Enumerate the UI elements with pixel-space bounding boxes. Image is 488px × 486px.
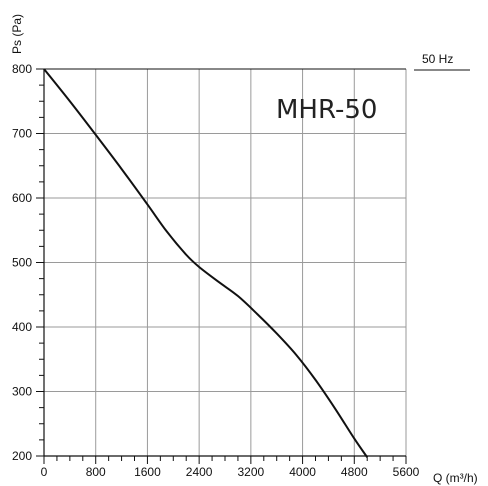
y-tick-label: 300 xyxy=(12,385,32,399)
axes xyxy=(43,68,406,457)
minor-ticks xyxy=(36,68,407,464)
x-tick-label: 3200 xyxy=(238,465,265,479)
y-tick-label: 400 xyxy=(12,320,32,334)
x-tick-label: 1600 xyxy=(134,465,161,479)
x-tick-label: 0 xyxy=(41,465,48,479)
series-line xyxy=(43,68,369,458)
y-tick-label: 600 xyxy=(12,191,32,205)
y-axis-title: Ps (Pa) xyxy=(10,14,24,54)
x-tick-label: 4000 xyxy=(289,465,316,479)
x-axis-title: Q (m³/h) xyxy=(433,471,478,485)
model-label: MHR-50 xyxy=(276,95,377,125)
y-tick-label: 200 xyxy=(12,449,32,463)
x-tick-label: 4800 xyxy=(341,465,368,479)
grid-lines xyxy=(44,69,407,457)
frequency-label: 50 Hz xyxy=(422,52,453,66)
x-tick-label: 2400 xyxy=(186,465,213,479)
x-tick-label: 800 xyxy=(86,465,106,479)
y-tick-labels: 200 300 400 500 600 700 800 xyxy=(12,62,32,463)
x-tick-label: 5600 xyxy=(393,465,420,479)
y-tick-label: 700 xyxy=(12,127,32,141)
y-tick-label: 500 xyxy=(12,256,32,270)
x-tick-labels: 0 800 1600 2400 3200 4000 4800 5600 xyxy=(41,465,420,479)
y-tick-label: 800 xyxy=(12,62,32,76)
series-group xyxy=(43,68,369,458)
